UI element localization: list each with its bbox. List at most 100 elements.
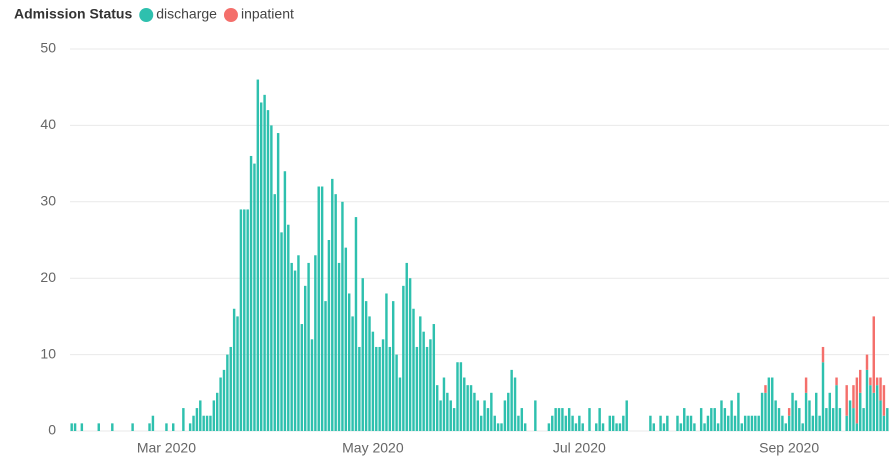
bar <box>595 423 598 431</box>
bar <box>503 400 507 431</box>
bar <box>710 408 713 431</box>
bar <box>73 423 77 431</box>
bar <box>151 415 155 431</box>
bar <box>398 377 402 431</box>
bar <box>259 102 263 431</box>
bar <box>283 171 287 432</box>
bar <box>781 415 784 431</box>
bar <box>750 415 754 431</box>
bar <box>561 408 564 431</box>
bar <box>716 423 720 431</box>
bar <box>659 415 662 431</box>
bar <box>263 94 266 431</box>
bar <box>331 178 334 431</box>
bar <box>172 423 175 431</box>
bar <box>764 385 767 393</box>
bar <box>523 423 527 431</box>
bar <box>402 285 405 431</box>
bar <box>165 423 168 431</box>
bar <box>513 377 517 431</box>
bar <box>327 240 331 431</box>
bar <box>520 408 524 431</box>
bar <box>303 285 307 431</box>
bar <box>493 415 496 431</box>
bar <box>581 423 584 431</box>
bar <box>547 423 551 431</box>
bar <box>256 79 260 431</box>
x-tick-label: Sep 2020 <box>759 440 819 456</box>
bar <box>869 377 872 386</box>
bar <box>879 377 882 401</box>
bar <box>507 392 510 431</box>
bar <box>425 346 429 431</box>
bar <box>395 354 398 431</box>
bar <box>794 400 798 431</box>
bar <box>804 392 808 431</box>
bar <box>821 346 825 363</box>
bar <box>354 217 358 431</box>
bar <box>358 346 361 431</box>
bar <box>859 392 862 431</box>
bar <box>148 423 151 431</box>
bar <box>713 408 716 431</box>
bar <box>859 369 862 393</box>
bar <box>199 400 202 431</box>
bar <box>886 408 889 431</box>
legend-swatch <box>223 8 238 22</box>
bar <box>845 415 848 431</box>
bar <box>625 400 628 431</box>
bar <box>869 385 872 431</box>
bar <box>266 110 270 432</box>
bar <box>439 400 442 431</box>
bar <box>835 377 838 386</box>
bar <box>479 415 483 431</box>
x-tick-label: Mar 2020 <box>137 440 196 456</box>
bar <box>811 415 815 431</box>
bar <box>490 392 493 431</box>
bar <box>243 209 246 431</box>
bar <box>875 377 879 386</box>
y-tick-label: 50 <box>40 40 56 56</box>
bar <box>388 346 392 431</box>
bar <box>652 423 656 431</box>
bar <box>622 415 625 431</box>
y-tick-label: 40 <box>40 116 56 132</box>
bar <box>280 232 283 431</box>
bar <box>405 262 408 431</box>
bar <box>500 423 503 431</box>
bar <box>496 423 500 431</box>
bar <box>435 385 439 431</box>
bar <box>791 392 794 431</box>
bar <box>882 385 886 416</box>
bar <box>838 408 842 431</box>
bar <box>601 423 605 431</box>
bar <box>378 346 381 431</box>
bar <box>483 400 486 431</box>
bar <box>767 377 771 431</box>
bar <box>202 415 205 431</box>
bar <box>287 224 290 431</box>
bar <box>70 423 73 431</box>
bar <box>385 293 388 431</box>
bar <box>747 415 750 431</box>
bar <box>862 408 865 431</box>
bar <box>419 316 422 431</box>
bar <box>845 385 848 416</box>
bar <box>432 324 436 431</box>
bar <box>787 415 791 431</box>
bar <box>314 255 317 431</box>
bar <box>882 415 886 431</box>
bar <box>784 423 787 431</box>
bar <box>771 377 774 431</box>
bar <box>551 415 554 431</box>
bar <box>371 331 375 431</box>
bar <box>412 308 415 431</box>
bar <box>578 415 581 431</box>
bar <box>408 278 412 431</box>
bar <box>229 346 232 431</box>
bar <box>429 339 432 431</box>
bar <box>872 316 875 393</box>
bar <box>598 408 601 431</box>
bar <box>246 209 249 431</box>
bar <box>720 400 723 431</box>
